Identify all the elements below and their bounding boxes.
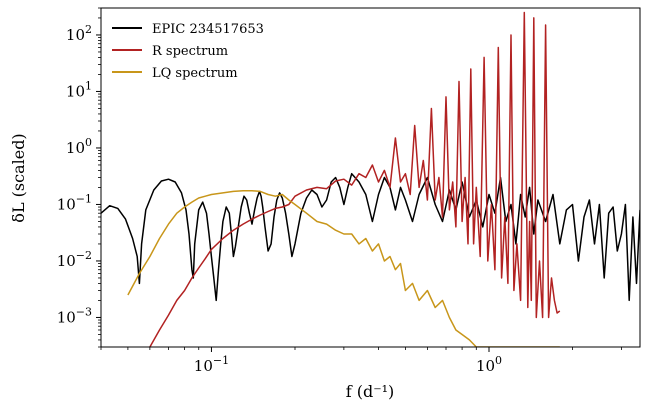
- series-line-0: [101, 172, 640, 302]
- legend-label-0: EPIC 234517653: [152, 22, 264, 37]
- series-line-2: [127, 189, 560, 347]
- series-layer: [101, 11, 640, 347]
- legend-label-1: R spectrum: [152, 44, 228, 59]
- y-tick-label: 10−2: [57, 249, 92, 270]
- legend: EPIC 234517653 R spectrum LQ spectrum: [112, 22, 264, 81]
- x-axis-label: f (d⁻¹): [346, 382, 395, 401]
- y-axis-label: δL (scaled): [9, 133, 28, 222]
- series-line-1: [149, 11, 561, 347]
- y-tick-label: 102: [66, 23, 92, 44]
- x-tick-label: 100: [476, 354, 502, 375]
- y-tick-label: 10−1: [57, 192, 92, 213]
- y-tick-label: 10−3: [57, 305, 92, 326]
- x-tick-label: 10−1: [194, 354, 229, 375]
- y-tick-label: 101: [66, 79, 92, 100]
- legend-label-2: LQ spectrum: [152, 66, 238, 81]
- ticks-layer: 10−1 100 10−3 10−2 10−1 100 101 102: [57, 7, 622, 375]
- y-tick-label: 100: [66, 136, 92, 157]
